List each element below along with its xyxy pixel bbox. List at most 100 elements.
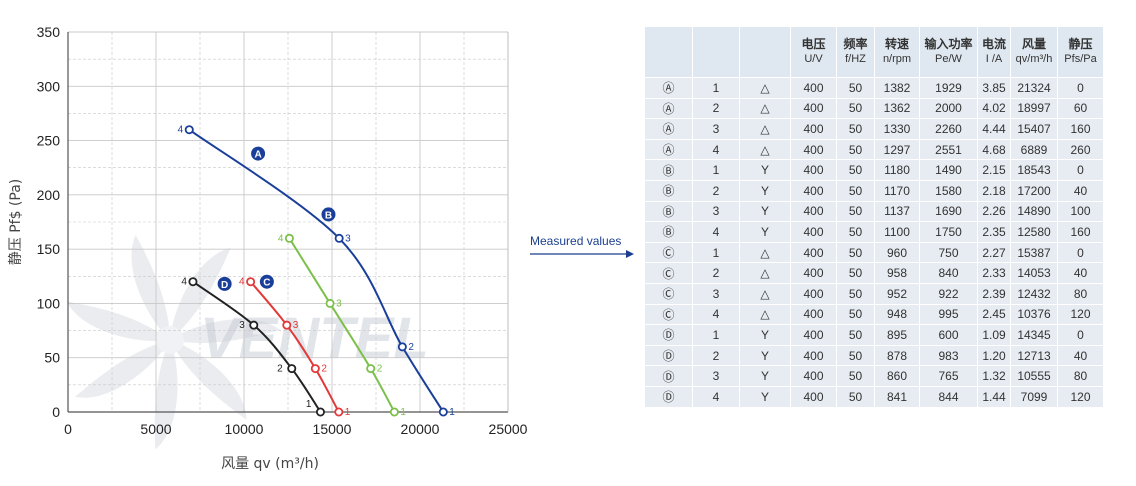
table-cell: 50 bbox=[837, 221, 875, 242]
table-cell: 50 bbox=[837, 385, 875, 407]
table-cell: 1929 bbox=[920, 77, 978, 98]
table-cell: 400 bbox=[791, 200, 837, 222]
series-badge-d bbox=[217, 276, 232, 291]
data-point-b bbox=[389, 407, 399, 417]
table-cell: Ⓒ bbox=[645, 262, 693, 283]
column-header-unit: n/rpm bbox=[882, 53, 912, 65]
table-cell: 1 bbox=[693, 159, 740, 180]
data-point-c bbox=[310, 364, 320, 374]
column-header-title: 输入功率 bbox=[924, 37, 973, 51]
column-header-unit: Pfs/Pa bbox=[1064, 53, 1097, 65]
table-cell: 4 bbox=[693, 385, 740, 407]
table-cell: 1580 bbox=[920, 179, 978, 201]
table-cell: Ⓓ bbox=[645, 324, 693, 345]
table-cell: 750 bbox=[920, 241, 978, 263]
table-row: Ⓒ 4 △ 400 50 948 995 2.45 10376 120 bbox=[645, 303, 1104, 325]
table-cell: Ⓓ bbox=[645, 344, 693, 366]
data-point-label: 1 bbox=[400, 407, 406, 418]
table-cell: 840 bbox=[920, 262, 978, 283]
column-header bbox=[740, 27, 791, 77]
series-badge-c bbox=[259, 274, 274, 289]
data-point-c bbox=[282, 320, 292, 330]
table-cell: 2 bbox=[693, 97, 740, 119]
table-cell: △ bbox=[740, 77, 791, 98]
series-line-d bbox=[192, 280, 322, 413]
table-cell: 1362 bbox=[875, 97, 920, 119]
table-cell: 4 bbox=[693, 138, 740, 160]
table-row: Ⓐ 1 △ 400 50 1382 1929 3.85 21324 0 bbox=[645, 77, 1104, 98]
table-cell: 1330 bbox=[875, 118, 920, 139]
table-row: Ⓓ 1 Y 400 50 895 600 1.09 14345 0 bbox=[645, 324, 1104, 345]
column-header-title: 转速 bbox=[884, 37, 909, 51]
watermark-blade bbox=[131, 234, 170, 340]
series-line-c bbox=[249, 281, 340, 413]
table-cell: 50 bbox=[837, 303, 875, 325]
chart-svg: VENTEL 0 5000 10000 15000 20000 25000 0 50 100 150… bbox=[8, 24, 528, 472]
series-line-b bbox=[288, 237, 396, 413]
data-point-a bbox=[397, 342, 407, 352]
table-cell: Y bbox=[740, 200, 791, 222]
table-cell: 958 bbox=[875, 262, 920, 283]
table-row: Ⓓ 4 Y 400 50 841 844 1.44 7099 120 bbox=[645, 385, 1104, 407]
table-cell: 4.44 bbox=[978, 118, 1011, 139]
column-header-title: 静压 bbox=[1068, 37, 1093, 51]
table-cell: 878 bbox=[875, 344, 920, 366]
table-cell: Ⓒ bbox=[645, 241, 693, 263]
y-tick-label: 150 bbox=[37, 241, 61, 257]
table-cell: 2.15 bbox=[978, 159, 1011, 180]
table-cell: 40 bbox=[1058, 344, 1104, 366]
table-cell: 1490 bbox=[920, 159, 978, 180]
table-cell: 6889 bbox=[1011, 138, 1058, 160]
table-cell: 120 bbox=[1058, 385, 1104, 407]
table-cell: 400 bbox=[791, 241, 837, 263]
table-cell: 400 bbox=[791, 262, 837, 283]
table-cell: △ bbox=[740, 241, 791, 263]
table-cell: 400 bbox=[791, 221, 837, 242]
table-cell: 1382 bbox=[875, 77, 920, 98]
table-cell: Y bbox=[740, 344, 791, 366]
column-header-unit: qv/m³/h bbox=[1015, 53, 1053, 65]
table-cell: 948 bbox=[875, 303, 920, 325]
table-cell: 400 bbox=[791, 118, 837, 139]
data-point-label: 4 bbox=[239, 277, 245, 288]
table-cell: 120 bbox=[1058, 303, 1104, 325]
table-cell: 40 bbox=[1058, 179, 1104, 201]
table-row: Ⓑ 1 Y 400 50 1180 1490 2.15 18543 0 bbox=[645, 159, 1104, 180]
table-cell: Ⓓ bbox=[645, 385, 693, 407]
table-cell: 1.44 bbox=[978, 385, 1011, 407]
table-cell: △ bbox=[740, 138, 791, 160]
watermark-blade bbox=[170, 247, 231, 340]
column-header bbox=[645, 27, 693, 77]
table-row: Ⓒ 3 △ 400 50 952 922 2.39 12432 80 bbox=[645, 282, 1104, 304]
column-header bbox=[693, 27, 740, 77]
table-cell: 2.33 bbox=[978, 262, 1011, 283]
table-cell: 1 bbox=[693, 324, 740, 345]
column-header-title: 电压 bbox=[801, 37, 826, 51]
series-badge-label: C bbox=[263, 278, 270, 289]
table-cell: 50 bbox=[837, 118, 875, 139]
table-cell: 400 bbox=[791, 282, 837, 304]
table-cell: 1297 bbox=[875, 138, 920, 160]
table-body: Ⓐ 1 △ 400 50 1382 1929 3.85 21324 0 Ⓐ 2 △ 400 50 1362 20… bbox=[645, 77, 1104, 407]
table-header-row: 电压 U/V 频率 f/HZ 转速 n/rpm 输入功率 Pe/W 电流 I /A 风量 qv/m³/… bbox=[645, 27, 1104, 77]
table-cell: 260 bbox=[1058, 138, 1104, 160]
table-cell: Ⓒ bbox=[645, 282, 693, 304]
table-cell: 18997 bbox=[1011, 97, 1058, 119]
data-point-label: 1 bbox=[449, 407, 455, 418]
series-badge-label: D bbox=[221, 280, 228, 291]
table-cell: 400 bbox=[791, 179, 837, 201]
table-cell: △ bbox=[740, 282, 791, 304]
table-cell: 922 bbox=[920, 282, 978, 304]
table-cell: 4.02 bbox=[978, 97, 1011, 119]
column-header-title: 电流 bbox=[981, 37, 1006, 51]
table-cell: 0 bbox=[1058, 77, 1104, 98]
table-cell: 400 bbox=[791, 77, 837, 98]
table-cell: 765 bbox=[920, 365, 978, 386]
table-cell: 1180 bbox=[875, 159, 920, 180]
table-row: Ⓑ 4 Y 400 50 1100 1750 2.35 12580 160 bbox=[645, 221, 1104, 242]
table-cell: 1170 bbox=[875, 179, 920, 201]
table-cell: 1 bbox=[693, 77, 740, 98]
measured-values-table: 电压 U/V 频率 f/HZ 转速 n/rpm 输入功率 Pe/W 电流 I /A 风量 qv/m³/… bbox=[645, 27, 1104, 407]
table-cell: 1.32 bbox=[978, 365, 1011, 386]
table-cell: △ bbox=[740, 303, 791, 325]
